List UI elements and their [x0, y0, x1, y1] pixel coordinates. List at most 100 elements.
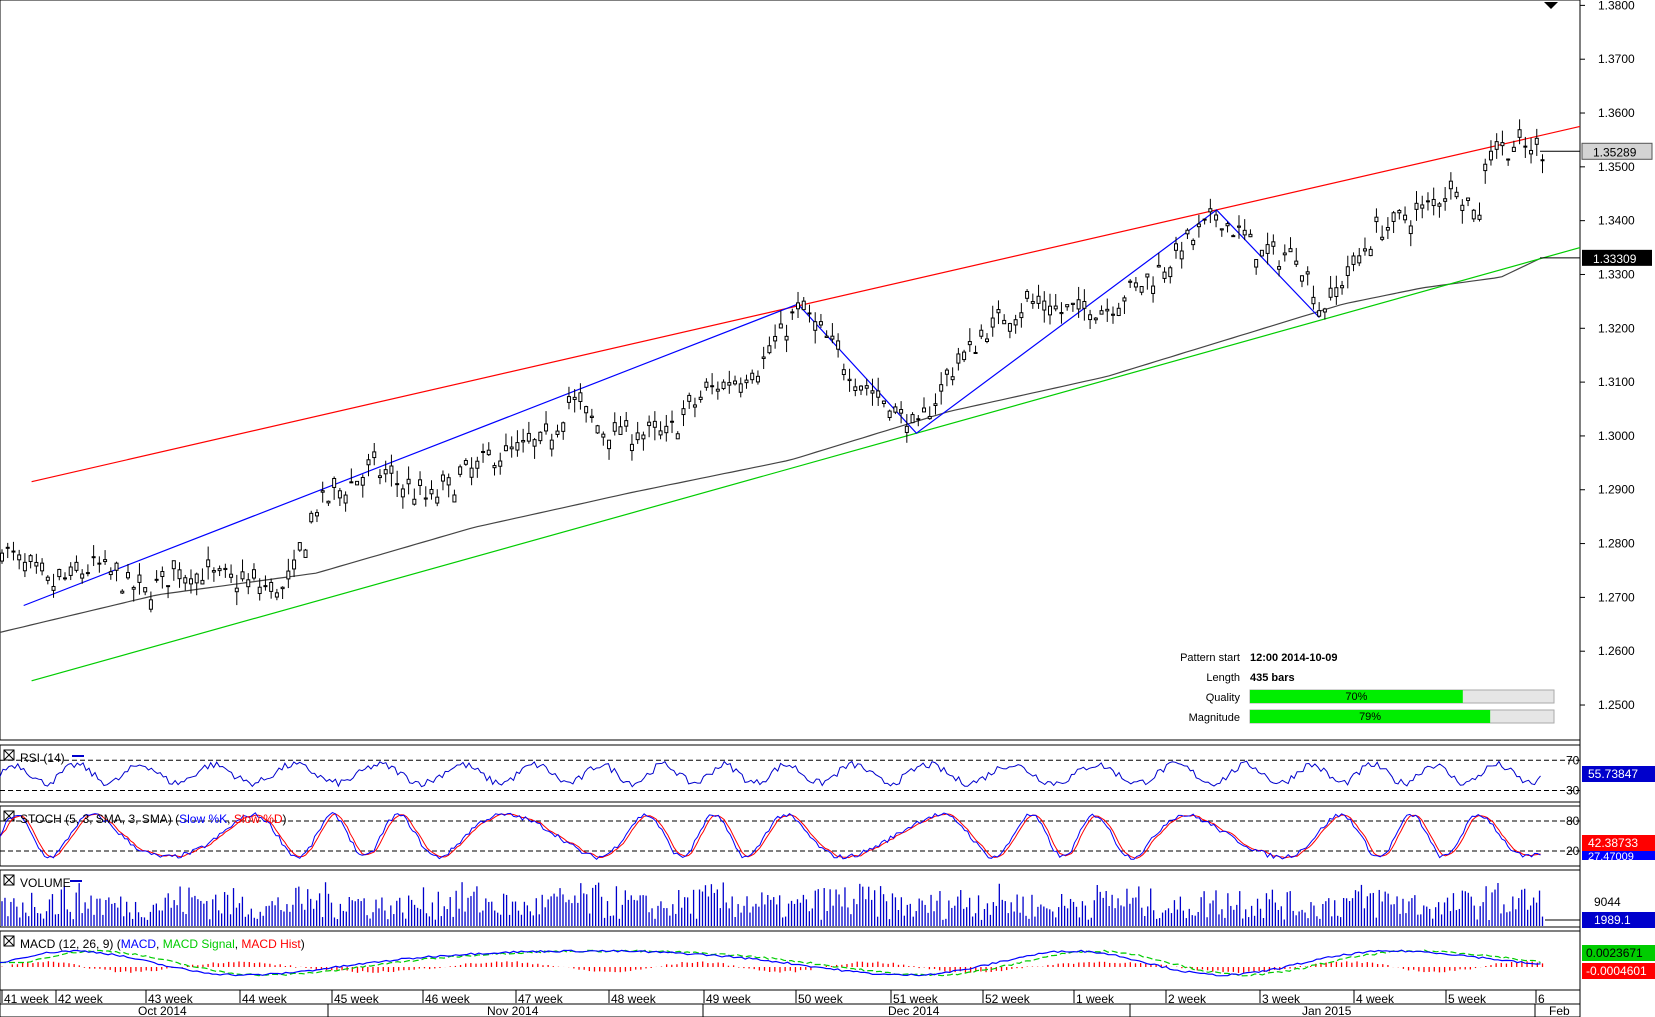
- macd-signal-line: [0, 949, 1541, 977]
- candle-body: [412, 498, 417, 505]
- macd-panel: MACD (12, 26, 9) (MACD, MACD Signal, MAC…: [0, 930, 1655, 991]
- stoch-level-label: 80: [1566, 814, 1580, 828]
- candle-body: [1299, 275, 1304, 282]
- candle-body: [1334, 287, 1339, 297]
- candle-body: [1294, 260, 1299, 265]
- quality-value: 70%: [1345, 691, 1367, 703]
- candle-body: [830, 335, 835, 340]
- candle-body: [607, 439, 612, 450]
- candle-body: [538, 431, 543, 442]
- week-label: 50 week: [798, 992, 844, 1006]
- candle-body: [526, 432, 531, 442]
- candle-body: [452, 494, 457, 503]
- candle-body: [1368, 248, 1373, 257]
- candle-body: [899, 409, 904, 414]
- candle-body: [5, 546, 10, 549]
- candle-body: [383, 469, 388, 475]
- macd-value: 0.0023671: [1586, 946, 1643, 960]
- candle-body: [1391, 212, 1396, 222]
- candle-body: [1288, 248, 1293, 253]
- candle-body: [309, 512, 314, 523]
- candle-body: [1047, 305, 1052, 316]
- candle-body: [481, 450, 486, 453]
- candle-body: [1437, 203, 1442, 207]
- candle-body: [1431, 198, 1436, 207]
- candle-body: [57, 568, 62, 578]
- macd-hist-value: -0.0004601: [1586, 964, 1647, 978]
- candle-body: [1110, 313, 1115, 316]
- candle-body: [967, 341, 972, 346]
- candle-body: [263, 585, 268, 588]
- candle-body: [440, 474, 445, 482]
- candle-body: [240, 571, 245, 580]
- month-label: Feb: [1549, 1004, 1570, 1017]
- candle-body: [418, 479, 423, 486]
- candle-body: [1397, 210, 1402, 214]
- candle-body: [1191, 239, 1196, 246]
- candle-body: [1208, 208, 1213, 213]
- price-plot-area: [0, 0, 1581, 741]
- candle-body: [1151, 285, 1156, 294]
- candle-body: [97, 562, 102, 565]
- candle-body: [1088, 314, 1093, 321]
- candle-body: [0, 552, 4, 562]
- candle-body: [1030, 301, 1035, 304]
- candle-body: [1540, 159, 1545, 162]
- candle-body: [1460, 204, 1465, 211]
- candle-body: [595, 425, 600, 434]
- macd-title: MACD (12, 26, 9) (MACD, MACD Signal, MAC…: [20, 937, 305, 951]
- candle-body: [458, 466, 463, 475]
- candle-body: [836, 340, 841, 350]
- close-icon-cross: [3, 749, 15, 761]
- current-price-label: 1.35289: [1593, 145, 1637, 159]
- week-label: 51 week: [893, 992, 939, 1006]
- candle-body: [767, 345, 772, 354]
- candle-body: [927, 415, 932, 420]
- candle-body: [532, 439, 537, 447]
- candle-body: [601, 433, 606, 438]
- rsi-value: 55.73847: [1588, 767, 1638, 781]
- candle-body: [1374, 216, 1379, 223]
- candle-body: [1225, 223, 1230, 227]
- candle-body: [572, 396, 577, 400]
- candle-body: [377, 475, 382, 479]
- candle-body: [1145, 273, 1150, 278]
- candle-body: [566, 396, 571, 403]
- candle-body: [177, 569, 182, 580]
- rsi-title: RSI (14): [20, 751, 65, 765]
- candle-body: [1139, 286, 1144, 293]
- candle-body: [1196, 223, 1201, 228]
- candle-body: [555, 430, 560, 435]
- close-icon-cross: [3, 935, 15, 947]
- candle-body: [687, 394, 692, 402]
- candle-body: [950, 376, 955, 381]
- candle-body: [400, 488, 405, 498]
- candle-body: [1099, 310, 1104, 315]
- candle-body: [990, 317, 995, 328]
- volume-panel: VOLUME 9044 1989.1: [0, 869, 1655, 928]
- week-label: 3 week: [1262, 992, 1301, 1006]
- candle-body: [326, 500, 331, 504]
- candle-body: [498, 460, 503, 467]
- y-tick-label: 1.3200: [1598, 321, 1635, 335]
- candle-body: [612, 422, 617, 432]
- candle-body: [1305, 271, 1310, 275]
- candle-body: [320, 490, 325, 493]
- candle-body: [1477, 214, 1482, 220]
- chevron-down-icon[interactable]: [1544, 2, 1558, 9]
- candle-body: [1242, 229, 1247, 236]
- candle-body: [1128, 280, 1133, 283]
- candle-body: [1454, 191, 1459, 198]
- candle-body: [750, 372, 755, 381]
- y-tick-label: 1.3400: [1598, 214, 1635, 228]
- candle-body: [979, 329, 984, 337]
- candle-body: [303, 549, 308, 558]
- candle-body: [796, 302, 801, 310]
- candle-body: [521, 439, 526, 443]
- candle-body: [297, 542, 302, 551]
- candle-body: [922, 407, 927, 413]
- week-label: 43 week: [148, 992, 194, 1006]
- candle-body: [509, 446, 514, 450]
- candle-body: [893, 406, 898, 413]
- candle-body: [337, 490, 342, 499]
